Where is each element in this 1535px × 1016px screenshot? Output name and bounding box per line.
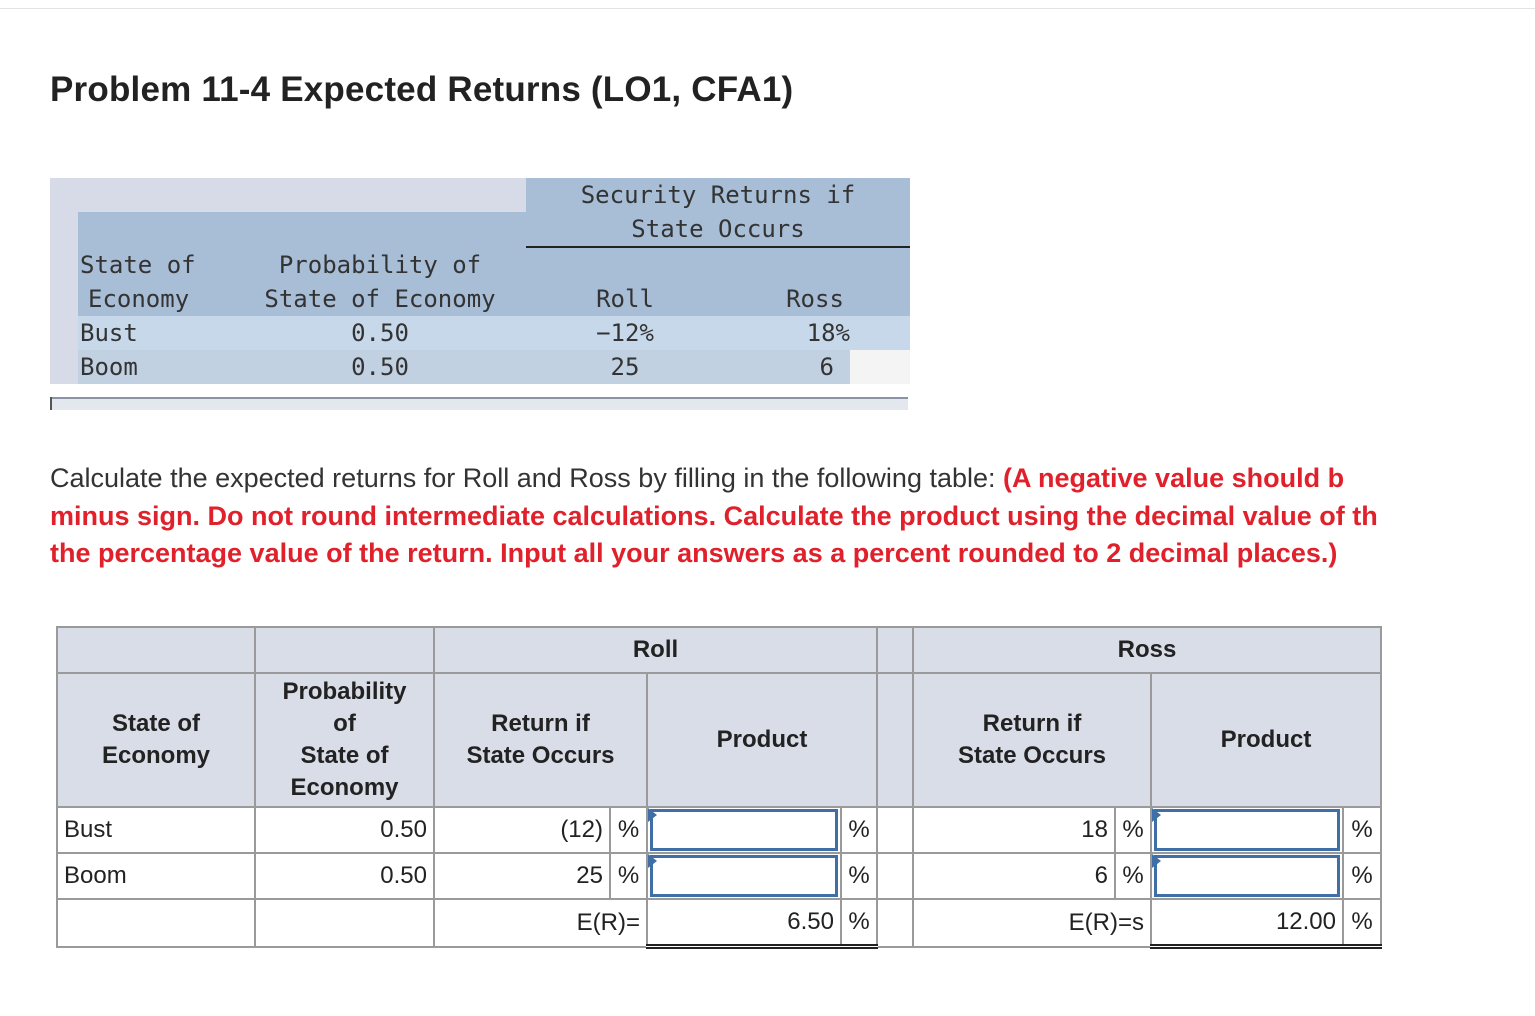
col-header-ross-product: Product <box>1150 672 1382 808</box>
input-box[interactable] <box>1154 855 1340 897</box>
empty-cell <box>56 898 256 948</box>
bust-row-band <box>78 316 910 350</box>
instructions-line2: minus sign. Do not round intermediate ca… <box>50 500 1378 531</box>
row-boom-roll: 25 <box>610 353 640 381</box>
separator-cell <box>876 898 914 948</box>
col-state-line1: State of <box>80 251 196 279</box>
ross-group-header: Ross <box>912 626 1382 674</box>
percent-sign: % <box>840 898 878 949</box>
percent-sign: % <box>1114 806 1152 854</box>
row-boom-prob: 0.50 <box>351 353 409 381</box>
roll-product-bust-input[interactable] <box>646 806 842 854</box>
row-state: Bust <box>56 806 256 854</box>
roll-group-header: Roll <box>433 626 878 674</box>
col-header-state: State of Economy <box>56 672 256 808</box>
instructions: Calculate the expected returns for Roll … <box>50 460 1535 573</box>
ross-return-value: 6 <box>912 852 1116 900</box>
comment-marker-icon <box>649 809 657 822</box>
col-roll: Roll <box>596 285 654 313</box>
separator-cell <box>876 852 914 900</box>
instructions-line3: the percentage value of the return. Inpu… <box>50 538 1338 568</box>
instructions-line1: Calculate the expected returns for Roll … <box>50 463 1345 493</box>
input-box[interactable] <box>1154 809 1340 851</box>
comment-marker-icon <box>1153 809 1161 822</box>
table-footer-edge <box>50 397 52 410</box>
col-state-line2: Economy <box>88 285 190 313</box>
col-header-roll-return: Return if State Occurs <box>433 672 648 808</box>
col-prob-line1: Probability of <box>278 251 482 279</box>
percent-sign: % <box>1342 898 1382 949</box>
group-header-line2: State Occurs <box>631 215 805 243</box>
separator-cell <box>876 806 914 854</box>
comment-marker-icon <box>649 855 657 868</box>
percent-sign: % <box>840 806 878 854</box>
percent-sign: % <box>1342 806 1382 854</box>
percent-sign: % <box>1342 852 1382 900</box>
row-boom-state: Boom <box>80 353 138 381</box>
corner-cell-1 <box>56 626 256 674</box>
separator-header <box>876 626 914 674</box>
ross-er-label: E(R)=s <box>912 898 1152 948</box>
row-probability: 0.50 <box>254 806 435 854</box>
table-row: Bust 0.50 (12) % % 18 % % <box>56 806 1382 854</box>
row-bust-ross: 18% <box>806 319 850 347</box>
table-footer-band <box>50 399 908 410</box>
empty-cell <box>254 898 435 948</box>
group-header-line1: Security Returns if <box>580 181 856 209</box>
roll-return-value: 25 <box>433 852 611 900</box>
roll-er-value: 6.50 <box>646 898 842 949</box>
comment-marker-icon <box>1153 855 1161 868</box>
expected-returns-worksheet: Roll Ross State of Economy Probability o… <box>56 626 1382 949</box>
ross-product-boom-input[interactable] <box>1150 852 1344 900</box>
expected-return-row: E(R)= 6.50 % E(R)=s 12.00 % <box>56 898 1382 949</box>
input-box[interactable] <box>650 855 838 897</box>
row-state: Boom <box>56 852 256 900</box>
row-bust-prob: 0.50 <box>351 319 409 347</box>
percent-sign: % <box>840 852 878 900</box>
corner-cell-2 <box>254 626 435 674</box>
given-returns-table: Security Returns if State Occurs State o… <box>50 178 910 410</box>
boom-row-band <box>78 350 850 384</box>
row-probability: 0.50 <box>254 852 435 900</box>
ross-er-value: 12.00 <box>1150 898 1344 949</box>
separator-col-header <box>876 672 914 808</box>
percent-sign: % <box>609 806 648 854</box>
col-prob-line2: State of Economy <box>264 285 496 313</box>
col-ross: Ross <box>786 285 844 313</box>
col-header-roll-product: Product <box>646 672 878 808</box>
percent-sign: % <box>609 852 648 900</box>
roll-product-boom-input[interactable] <box>646 852 842 900</box>
row-bust-state: Bust <box>80 319 138 347</box>
group-underline <box>526 246 910 248</box>
row-boom-ross: 6 <box>819 353 834 381</box>
table-row: Boom 0.50 25 % % 6 % % <box>56 852 1382 900</box>
group-header-band <box>526 178 910 212</box>
roll-er-label: E(R)= <box>433 898 648 948</box>
header-band <box>78 212 910 316</box>
percent-sign: % <box>1114 852 1152 900</box>
col-header-ross-return: Return if State Occurs <box>912 672 1152 808</box>
blank-cell <box>850 350 910 384</box>
col-header-probability: Probability of State of Economy <box>254 672 435 808</box>
ross-return-value: 18 <box>912 806 1116 854</box>
roll-return-value: (12) <box>433 806 611 854</box>
table-bottom-rule <box>50 397 908 399</box>
top-divider <box>0 8 1535 9</box>
input-box[interactable] <box>650 809 838 851</box>
page-title: Problem 11-4 Expected Returns (LO1, CFA1… <box>50 70 794 109</box>
ross-product-bust-input[interactable] <box>1150 806 1344 854</box>
row-bust-roll: −12% <box>596 319 654 347</box>
